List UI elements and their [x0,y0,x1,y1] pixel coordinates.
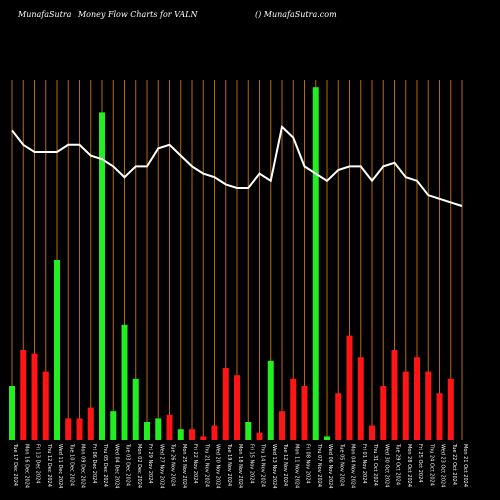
money-flow-bar [222,368,229,440]
x-tick-label: Tue 17 Dec 2024 [12,443,18,486]
money-flow-bar [380,386,387,440]
brand-label: MunafaSutra [18,10,72,19]
x-tick-label: Thu 31 Oct 2024 [372,443,378,486]
x-tick-label: Mon 16 Dec 2024 [23,444,29,488]
x-tick-label: Thu 12 Dec 2024 [46,443,52,487]
chart-name-label: Money Flow Charts for VALN [77,10,198,19]
x-tick-label: Mon 28 Oct 2024 [406,444,412,487]
money-flow-bar [177,429,184,440]
money-flow-bar [65,418,72,440]
x-tick-label: Thu 07 Nov 2024 [316,443,322,487]
money-flow-bar [144,422,150,440]
x-tick-label: Wed 20 Nov 2024 [215,444,221,489]
x-tick-label: Fri 22 Nov 2024 [192,444,198,484]
money-flow-bar [402,371,409,440]
x-tick-label: Mon 18 Nov 2024 [237,444,243,488]
money-flow-bar [76,418,83,440]
x-tick-label: Tue 26 Nov 2024 [170,443,176,486]
x-tick-label: Mon 02 Dec 2024 [136,444,142,488]
money-flow-bar [447,378,454,440]
money-flow-bar [256,432,263,440]
money-flow-bar [279,411,285,440]
x-tick-label: Fri 29 Nov 2024 [147,444,153,484]
x-tick-label: Wed 11 Dec 2024 [57,444,63,488]
chart-title: MunafaSutra Money Flow Charts for VALN [18,10,201,19]
money-flow-bar [211,425,218,440]
money-flow-bar [155,418,162,440]
money-flow-bar [110,411,117,440]
x-tick-label: Tue 10 Dec 2024 [68,443,74,486]
x-tick-label: Wed 13 Nov 2024 [271,444,277,489]
money-flow-bar [132,378,139,440]
x-tick-label: Wed 23 Oct 2024 [440,444,446,487]
x-tick-label: Thu 24 Oct 2024 [428,443,434,486]
x-tick-label: Fri 25 Oct 2024 [417,444,423,482]
money-flow-bar [391,350,398,440]
money-flow-bar [87,407,94,440]
money-flow-bar [9,386,15,440]
money-flow-bar [290,378,297,440]
x-tick-label: Fri 01 Nov 2024 [361,444,367,484]
x-tick-label: Wed 06 Nov 2024 [327,444,333,489]
money-flow-bar [324,436,330,440]
money-flow-bar [425,371,432,440]
money-flow-bar [436,393,443,440]
money-flow-bar [234,375,240,440]
x-tick-label: Wed 30 Oct 2024 [383,444,389,487]
money-flow-bar [369,425,375,440]
money-flow-bar [189,429,195,440]
money-flow-bar [346,335,353,440]
money-flow-bar [121,324,128,440]
x-tick-label: Tue 03 Dec 2024 [125,443,131,486]
x-tick-label: Fri 06 Dec 2024 [91,444,97,484]
x-tick-label: Mon 04 Nov 2024 [350,444,356,488]
x-tick-label: Tue 22 Oct 2024 [451,443,457,485]
x-tick-label: Wed 04 Dec 2024 [113,444,119,488]
money-flow-bar [267,360,274,440]
money-flow-bar [357,357,364,440]
money-flow-bar [42,371,49,440]
x-tick-label: Fri 15 Nov 2024 [248,444,254,484]
x-tick-label: Tue 29 Oct 2024 [395,443,401,485]
money-flow-bar [99,112,105,441]
x-tick-label: Mon 11 Nov 2024 [293,444,299,488]
x-tick-label: Thu 14 Nov 2024 [260,443,266,487]
price-line [11,124,463,207]
money-flow-bar [200,436,207,440]
money-flow-bar [31,353,38,440]
x-tick-label: Fri 13 Dec 2024 [35,444,41,484]
site-credit: () MunafaSutra.com [255,10,337,19]
x-tick-label: Tue 05 Nov 2024 [338,443,344,486]
money-flow-bar [312,87,319,440]
x-tick-label: Mon 09 Dec 2024 [80,444,86,488]
x-tick-label: Wed 27 Nov 2024 [158,444,164,489]
money-flow-bar [301,386,308,440]
x-tick-label: Tue 19 Nov 2024 [226,443,232,486]
x-tick-label: Mon 25 Nov 2024 [181,444,187,488]
money-flow-bar [20,350,27,440]
x-tick-label: Thu 05 Dec 2024 [102,443,108,487]
x-tick-label: Mon 21 Oct 2024 [462,444,468,487]
money-flow-bar [54,260,60,440]
x-tick-label: Thu 21 Nov 2024 [203,443,209,487]
money-flow-bar [335,393,342,440]
x-tick-label: Tue 12 Nov 2024 [282,443,288,486]
x-tick-label: Fri 08 Nov 2024 [305,444,311,484]
money-flow-bar [245,422,252,440]
money-flow-bar [166,414,173,440]
money-flow-bar [414,357,420,440]
